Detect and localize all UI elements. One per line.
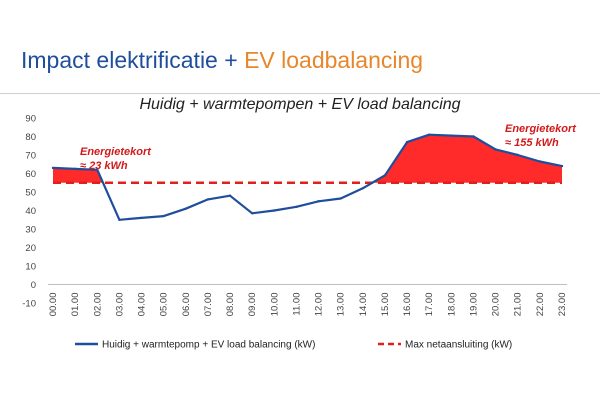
legend-label-max: Max netaansluiting (kW) xyxy=(405,340,512,351)
x-tick-label: 18.00 xyxy=(446,293,457,317)
title-part-1: Impact elektrificatie + xyxy=(21,47,245,73)
annotation-1-line1: Energietekort xyxy=(80,146,152,158)
data-point xyxy=(428,133,431,136)
x-tick-label: 20.00 xyxy=(491,293,502,317)
y-tick-label: 10 xyxy=(25,262,36,273)
y-tick-label: -10 xyxy=(22,299,36,310)
x-tick-label: 21.00 xyxy=(513,293,524,317)
x-tick-label: 04.00 xyxy=(137,293,148,317)
y-tick-label: 60 xyxy=(25,169,36,180)
x-tick-label: 16.00 xyxy=(402,293,413,317)
annotation-2-line2: ≈ 155 kWh xyxy=(505,137,559,149)
data-point xyxy=(118,218,121,221)
data-point xyxy=(250,212,254,215)
y-tick-label: 90 xyxy=(25,114,36,125)
series-lines xyxy=(51,133,564,221)
page-title: Impact elektrificatie + EV loadbalancing xyxy=(21,47,423,74)
x-tick-label: 07.00 xyxy=(203,293,214,317)
x-tick-label: 15.00 xyxy=(380,293,391,317)
x-tick-label: 09.00 xyxy=(247,293,258,317)
y-tick-label: 30 xyxy=(25,225,36,236)
data-point xyxy=(73,167,77,171)
data-point xyxy=(560,164,564,168)
series-line-huidig xyxy=(52,133,563,221)
x-tick-label: 01.00 xyxy=(70,293,81,317)
data-point xyxy=(51,166,55,170)
shortage-area xyxy=(372,134,562,183)
x-tick-label: 03.00 xyxy=(114,293,125,317)
annotations: Energietekort ≈ 23 kWh Energietekort ≈ 1… xyxy=(80,123,577,172)
y-tick-label: 40 xyxy=(25,206,36,217)
y-tick-label: 20 xyxy=(25,243,36,254)
data-point xyxy=(206,198,210,201)
annotation-1-line2: ≈ 23 kWh xyxy=(80,160,128,172)
data-point xyxy=(516,153,519,157)
x-tick-label: 22.00 xyxy=(535,293,546,317)
data-point xyxy=(295,205,298,208)
shortage-area xyxy=(53,167,103,183)
data-point xyxy=(361,187,365,190)
data-point xyxy=(228,194,232,197)
y-tick-label: 50 xyxy=(25,188,36,199)
data-point xyxy=(339,197,342,200)
legend: Huidig + warmtepomp + EV load balancing … xyxy=(75,340,512,351)
x-tick-label: 06.00 xyxy=(181,293,192,317)
x-tick-label: 23.00 xyxy=(557,293,568,317)
x-tick-label: 13.00 xyxy=(336,293,347,317)
data-point xyxy=(538,160,542,163)
shortage-areas xyxy=(53,134,562,183)
data-point xyxy=(184,207,187,210)
data-point xyxy=(472,135,475,138)
title-part-2: EV loadbalancing xyxy=(244,47,424,73)
x-tick-label: 00.00 xyxy=(48,293,59,317)
annotation-2-line1: Energietekort xyxy=(505,123,577,135)
data-point xyxy=(494,148,497,151)
y-tick-label: 0 xyxy=(31,280,36,291)
data-point xyxy=(317,200,320,203)
data-point xyxy=(96,168,99,171)
data-point xyxy=(383,174,387,177)
x-tick-label: 05.00 xyxy=(159,293,170,317)
data-point xyxy=(140,216,143,220)
x-tick-label: 12.00 xyxy=(314,293,325,317)
x-tick-label: 10.00 xyxy=(269,293,280,317)
x-tick-label: 11.00 xyxy=(291,293,302,316)
header-divider xyxy=(0,93,600,94)
x-tick-label: 14.00 xyxy=(358,293,369,317)
x-tick-label: 17.00 xyxy=(424,293,435,317)
legend-label-series: Huidig + warmtepomp + EV load balancing … xyxy=(102,340,315,351)
data-point xyxy=(273,209,276,212)
x-tick-label: 02.00 xyxy=(92,293,103,317)
x-tick-label: 19.00 xyxy=(468,293,479,317)
x-tick-label: 08.00 xyxy=(225,293,236,317)
data-point xyxy=(405,140,409,144)
data-point xyxy=(450,134,453,137)
chart-title: Huidig + warmtepompen + EV load balancin… xyxy=(139,96,461,113)
y-tick-label: 70 xyxy=(25,151,36,162)
axes: -10 0 10 20 30 40 50 60 70 80 90 00.00 01.00 02.00 03.… xyxy=(22,114,568,317)
y-tick-label: 80 xyxy=(25,132,36,143)
data-point xyxy=(162,214,165,218)
